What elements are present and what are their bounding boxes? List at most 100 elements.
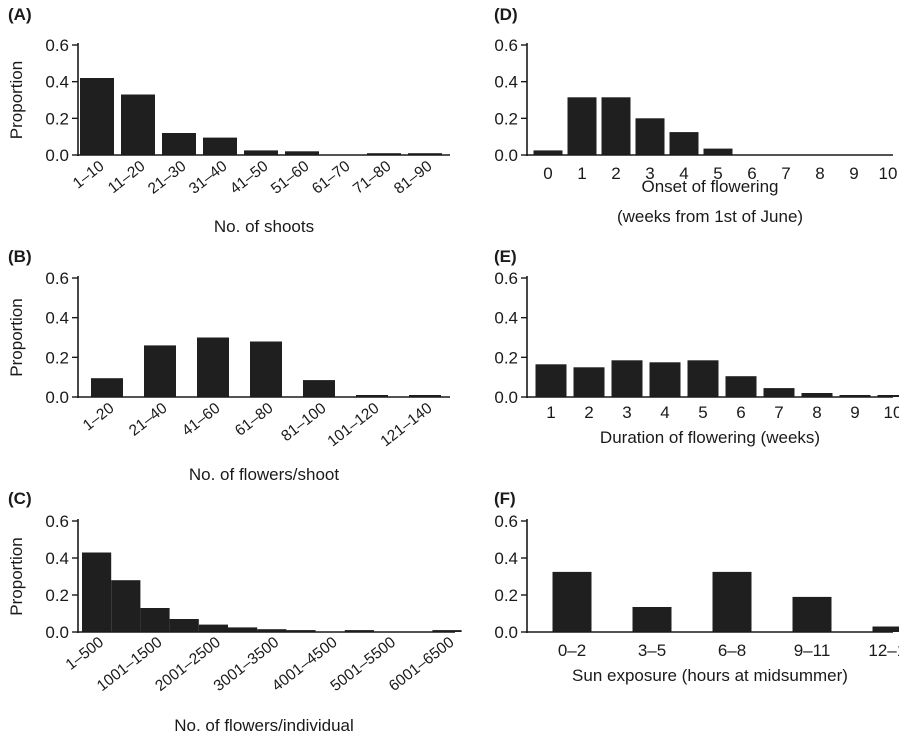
- chart-panel-d: (D) 0.0 0.2 0.4 0.6 0 1 2 3 4 5 6 7 8 9 10 Onset of flow…: [494, 5, 897, 226]
- y-tick-label: 0.2: [494, 109, 518, 128]
- y-axis-title: Proportion: [7, 537, 26, 615]
- chart-panel-b: (B) 0.0 0.2 0.4 0.6 1–20 21–40 41–60 61–80 81–100…: [7, 247, 450, 484]
- x-tick-label: 6–8: [718, 641, 746, 660]
- x-tick-label: 8: [815, 164, 824, 183]
- x-axis-title: Duration of flowering (weeks): [600, 428, 820, 447]
- x-tick-label: 101–120: [324, 400, 382, 451]
- x-tick-label: 4: [660, 403, 669, 422]
- bar: [669, 132, 699, 155]
- y-tick-label: 0.0: [494, 623, 518, 642]
- bar: [573, 367, 605, 398]
- y-tick-label: 0.0: [45, 388, 69, 407]
- chart-panel-f: (F) 0.0 0.2 0.4 0.6 0–2 3–5 6–8 9–11 12–14 Sun exp…: [494, 489, 899, 685]
- x-axis-title: No. of flowers/shoot: [189, 465, 340, 484]
- chart-panel-c: (C)0.00.20.40.61–5001001–15002001–250030…: [7, 489, 462, 735]
- x-tick-label: 6: [747, 164, 756, 183]
- y-tick-label: 0.0: [494, 146, 518, 165]
- bar: [725, 376, 757, 397]
- bar: [303, 380, 335, 397]
- chart-panel-e: (E) 0.0 0.2 0.4 0.6 1 2 3 4 5 6 7 8 9 10 Duration of fl…: [494, 247, 899, 447]
- x-tick-label: 0: [543, 164, 552, 183]
- bar: [169, 619, 199, 632]
- x-tick-label: 21–30: [145, 158, 190, 198]
- y-tick-label: 0.4: [494, 73, 518, 92]
- y-tick-label: 0.6: [494, 269, 518, 288]
- x-tick-label: 8: [812, 403, 821, 422]
- bar: [611, 360, 643, 397]
- y-tick-label: 0.2: [45, 348, 69, 367]
- y-tick-label: 0.6: [494, 512, 518, 531]
- x-tick-label: 5: [698, 403, 707, 422]
- x-tick-label: 71–80: [350, 158, 395, 198]
- x-axis-title-line2: (weeks from 1st of June): [617, 207, 803, 226]
- bar: [111, 580, 141, 632]
- y-tick-label: 0.0: [45, 623, 69, 642]
- y-axis-title: Proportion: [7, 298, 26, 376]
- x-tick-label: 9: [850, 403, 859, 422]
- bar: [635, 118, 665, 155]
- y-tick-label: 0.6: [45, 269, 69, 288]
- x-tick-label: 1–500: [63, 634, 108, 674]
- x-tick-label: 3: [622, 403, 631, 422]
- bar: [839, 395, 871, 397]
- x-tick-label: 2: [611, 164, 620, 183]
- bar: [198, 624, 228, 632]
- bar: [162, 133, 196, 155]
- y-tick-label: 0.0: [494, 388, 518, 407]
- bar: [121, 94, 155, 155]
- x-tick-label: 3–5: [638, 641, 666, 660]
- bar: [632, 607, 672, 632]
- y-tick-label: 0.6: [45, 36, 69, 55]
- x-tick-label: 81–90: [391, 158, 436, 198]
- panel-label: (A): [8, 5, 32, 24]
- chart-panel-a: (A) 0.0 0.2 0.4 0.6 1–1011–2021–3031–4041–505…: [7, 5, 450, 236]
- bar: [687, 360, 719, 397]
- y-tick-label: 0.4: [45, 549, 69, 568]
- x-tick-label: 1: [546, 403, 555, 422]
- x-tick-label: 5: [713, 164, 722, 183]
- x-tick-label: 41–60: [179, 400, 224, 440]
- bar: [197, 337, 229, 397]
- bar: [286, 630, 316, 632]
- x-tick-label: 0–2: [558, 641, 586, 660]
- bar: [228, 627, 258, 632]
- x-axis-title: Onset of flowering: [641, 177, 778, 196]
- panel-label: (D): [494, 5, 518, 24]
- bar: [712, 571, 752, 632]
- bar: [250, 341, 282, 397]
- bar: [285, 151, 319, 155]
- x-tick-label: 31–40: [186, 158, 231, 198]
- bar: [649, 362, 681, 397]
- panel-label: (E): [494, 247, 517, 266]
- x-tick-label: 51–60: [268, 158, 313, 198]
- bar: [203, 137, 237, 155]
- x-tick-label: 10: [879, 164, 898, 183]
- x-axis-title: Sun exposure (hours at midsummer): [572, 666, 848, 685]
- x-tick-label: 61–80: [232, 400, 277, 440]
- bar: [872, 626, 899, 632]
- y-tick-label: 0.0: [45, 146, 69, 165]
- x-tick-label: 3: [645, 164, 654, 183]
- y-tick-label: 0.6: [494, 36, 518, 55]
- x-tick-label: 2: [584, 403, 593, 422]
- y-tick-label: 0.4: [45, 73, 69, 92]
- bar: [409, 395, 441, 397]
- bar: [82, 552, 112, 632]
- x-tick-label: 11–20: [105, 158, 149, 197]
- x-tick-label: 7: [774, 403, 783, 422]
- x-axis-title: No. of flowers/individual: [174, 716, 354, 735]
- x-tick-label: 1–20: [80, 400, 118, 435]
- x-tick-label: 10: [884, 403, 899, 422]
- x-tick-label: 12–14: [868, 641, 899, 660]
- y-tick-label: 0.4: [45, 309, 69, 328]
- y-tick-label: 0.2: [45, 586, 69, 605]
- x-tick-label: 1: [577, 164, 586, 183]
- y-tick-label: 0.4: [494, 309, 518, 328]
- bar: [552, 571, 592, 632]
- x-tick-label: 61–70: [309, 158, 354, 198]
- x-tick-label: 7: [781, 164, 790, 183]
- panel-label: (F): [494, 489, 516, 508]
- y-tick-label: 0.6: [45, 512, 69, 531]
- bar: [91, 378, 123, 397]
